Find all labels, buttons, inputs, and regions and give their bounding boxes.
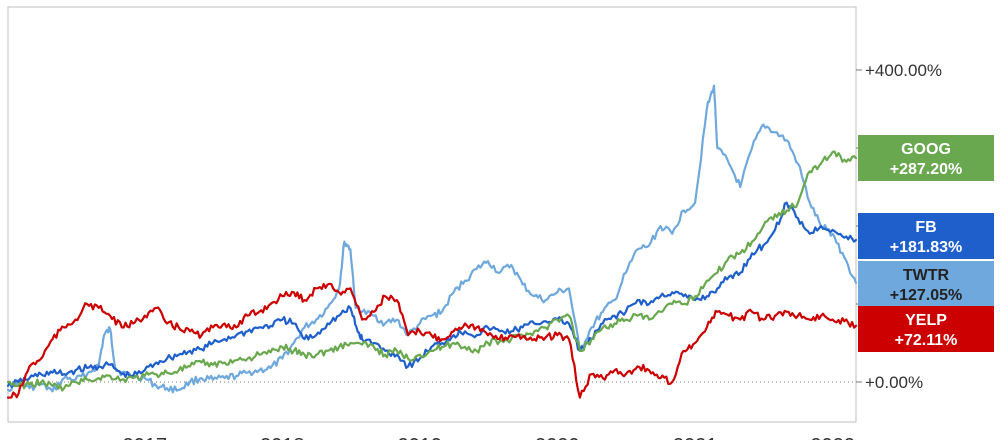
y-tick-label: +0.00% [865, 373, 923, 392]
badge-change: +72.11% [895, 332, 958, 349]
legend-badges: GOOG +287.20% FB +181.83% TWTR +127.05% YELP +7… [858, 135, 994, 352]
series-layer [6, 84, 858, 399]
x-tick-label: 2018 [260, 435, 305, 440]
x-axis: 2017 2018 2019 2020 2021 2022 [122, 435, 854, 440]
badge-ticker: TWTR [903, 267, 950, 284]
x-tick-label: 2019 [398, 435, 443, 440]
badge-yelp: YELP +72.11% [858, 306, 994, 352]
series-line-yelp [6, 282, 858, 399]
badge-goog: GOOG +287.20% [858, 135, 994, 181]
badge-change: +181.83% [890, 239, 963, 256]
badge-twtr: TWTR +127.05% [858, 261, 994, 307]
series-line-fb [6, 201, 858, 388]
badge-ticker: GOOG [901, 141, 951, 158]
badge-ticker: FB [915, 219, 936, 236]
badge-change: +287.20% [890, 161, 963, 178]
x-tick-label: 2017 [122, 435, 167, 440]
x-tick-label: 2020 [535, 435, 580, 440]
series-line-goog [6, 150, 858, 392]
badge-fb: FB +181.83% [858, 213, 994, 259]
x-tick-label: 2022 [810, 435, 855, 440]
plot-frame [7, 6, 857, 423]
badge-change: +127.05% [890, 287, 963, 304]
y-tick-label: +400.00% [865, 61, 942, 80]
badge-ticker: YELP [905, 312, 947, 329]
x-tick-label: 2021 [673, 435, 718, 440]
